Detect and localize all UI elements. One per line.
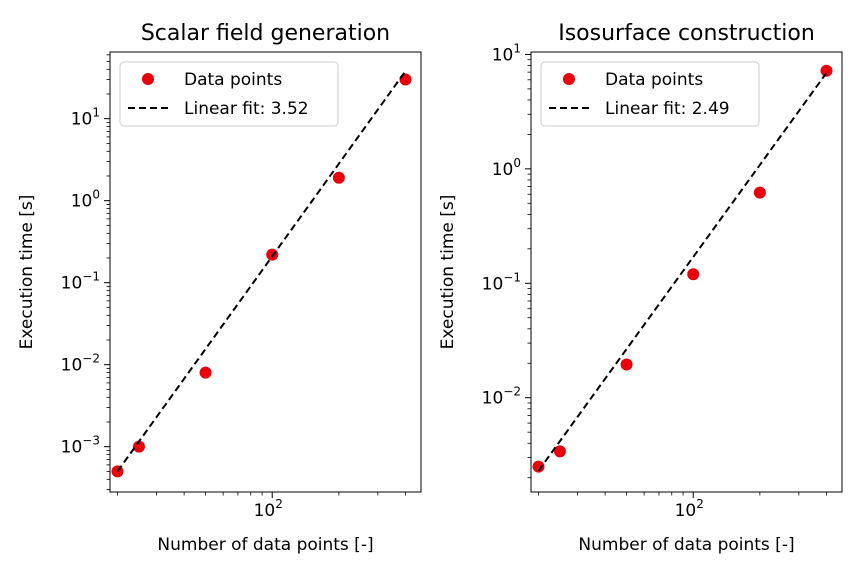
legend: Data points Linear fit: 3.52 xyxy=(119,61,339,127)
data-point xyxy=(553,445,566,458)
tick-base: 10 xyxy=(675,501,697,521)
y-tick-label: 10−2 xyxy=(61,352,100,376)
fit-line xyxy=(537,72,828,472)
chart-isosurface: Isosurface construction10210−210−1100101… xyxy=(438,21,843,555)
y-axis-label: Execution time [s] xyxy=(438,195,458,350)
tick-exponent: 2 xyxy=(696,497,704,511)
tick-base: 10 xyxy=(71,192,93,212)
y-tick-label: 101 xyxy=(71,106,100,130)
chart-title: Isosurface construction xyxy=(558,21,815,46)
plot-frame xyxy=(530,51,843,493)
tick-exponent: 0 xyxy=(92,188,100,202)
data-point xyxy=(532,460,545,473)
tick-exponent: −3 xyxy=(82,434,100,448)
data-point xyxy=(332,171,345,184)
data-point xyxy=(687,268,700,281)
tick-base: 10 xyxy=(254,501,276,521)
tick-exponent: 1 xyxy=(513,41,521,55)
y-tick-label: 10−1 xyxy=(482,270,521,294)
tick-exponent: −2 xyxy=(503,385,521,399)
y-tick-label: 100 xyxy=(492,156,521,180)
legend-label: Linear fit: 3.52 xyxy=(184,99,309,119)
data-point xyxy=(820,64,833,77)
tick-base: 10 xyxy=(482,274,504,294)
y-tick-label: 10−1 xyxy=(61,270,100,294)
legend-marker-swatch xyxy=(142,73,154,85)
plot-frame xyxy=(109,51,422,493)
legend-label: Data points xyxy=(184,70,282,90)
data-point xyxy=(620,358,633,371)
tick-exponent: −2 xyxy=(82,352,100,366)
tick-exponent: 2 xyxy=(275,497,283,511)
tick-exponent: −1 xyxy=(82,270,100,284)
tick-exponent: 0 xyxy=(513,156,521,170)
data-point xyxy=(132,440,145,453)
chart-scalar-field: Scalar field generation10210−310−210−110… xyxy=(17,21,422,555)
y-tick-label: 100 xyxy=(71,188,100,212)
y-axis-label: Execution time [s] xyxy=(17,195,37,350)
legend-label: Data points xyxy=(605,70,703,90)
y-tick-label: 101 xyxy=(492,41,521,65)
legend-label: Linear fit: 2.49 xyxy=(605,99,730,119)
data-point xyxy=(753,186,766,199)
y-tick-label: 10−3 xyxy=(61,434,100,458)
tick-base: 10 xyxy=(482,389,504,409)
tick-base: 10 xyxy=(61,356,83,376)
tick-exponent: −1 xyxy=(503,270,521,284)
data-point xyxy=(199,366,212,379)
tick-base: 10 xyxy=(492,45,514,65)
fit-line xyxy=(116,70,407,472)
tick-base: 10 xyxy=(61,274,83,294)
x-axis-label: Number of data points [-] xyxy=(157,535,373,555)
x-axis-label: Number of data points [-] xyxy=(578,535,794,555)
y-tick-label: 10−2 xyxy=(482,385,521,409)
legend-box xyxy=(119,61,339,127)
tick-base: 10 xyxy=(71,110,93,130)
data-point xyxy=(266,248,279,261)
legend-box xyxy=(540,61,760,127)
x-tick-label: 102 xyxy=(254,497,283,521)
legend: Data points Linear fit: 2.49 xyxy=(540,61,760,127)
tick-base: 10 xyxy=(61,438,83,458)
tick-base: 10 xyxy=(492,160,514,180)
chart-title: Scalar field generation xyxy=(141,21,390,46)
tick-exponent: 1 xyxy=(92,106,100,120)
legend-marker-swatch xyxy=(563,73,575,85)
x-tick-label: 102 xyxy=(675,497,704,521)
